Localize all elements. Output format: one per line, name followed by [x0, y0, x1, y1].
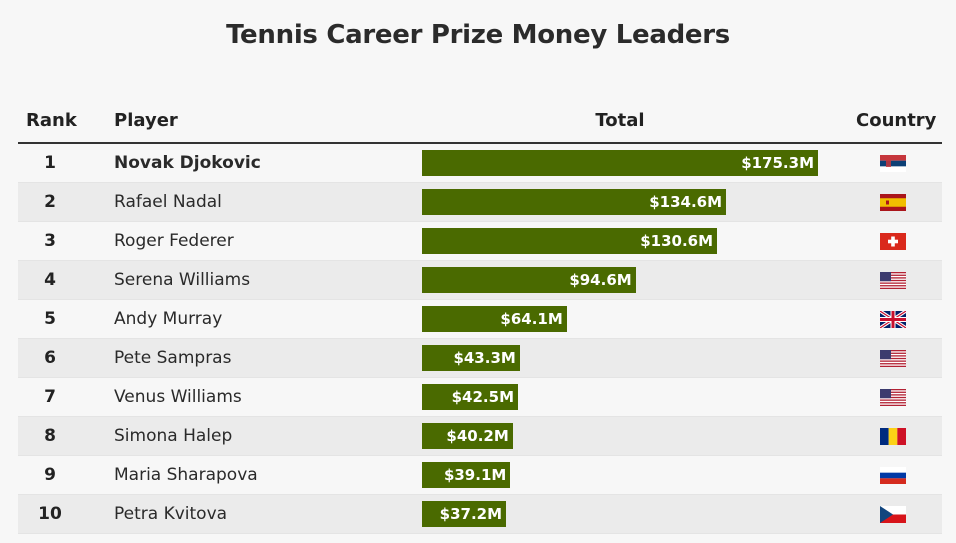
russia-flag	[880, 467, 906, 484]
player-cell: Venus Williams	[114, 387, 242, 407]
table-row: 8 Simona Halep $40.2M	[18, 417, 942, 456]
bar-track: $40.2M	[422, 423, 818, 449]
header-total: Total	[595, 110, 645, 131]
serbia-flag	[880, 155, 906, 172]
bar-value-label: $64.1M	[500, 310, 563, 328]
header-player: Player	[114, 110, 178, 131]
bar-track: $43.3M	[422, 345, 818, 371]
rank-cell: 3	[44, 231, 56, 251]
prize-money-bar: $130.6M	[422, 228, 718, 254]
player-cell: Novak Djokovic	[114, 153, 261, 173]
prize-money-bar: $175.3M	[422, 150, 818, 176]
bar-track: $134.6M	[422, 189, 818, 215]
switzerland-flag	[880, 233, 906, 250]
player-cell: Rafael Nadal	[114, 192, 222, 212]
uk-flag	[880, 311, 906, 328]
usa-flag	[880, 389, 906, 406]
bar-value-label: $175.3M	[741, 154, 814, 172]
table-row: 4 Serena Williams $94.6M	[18, 261, 942, 300]
bar-value-label: $43.3M	[453, 349, 516, 367]
prize-money-bar: $40.2M	[422, 423, 513, 449]
bar-value-label: $94.6M	[569, 271, 632, 289]
romania-flag	[880, 428, 906, 445]
player-cell: Simona Halep	[114, 426, 233, 446]
table-row: 2 Rafael Nadal $134.6M	[18, 183, 942, 222]
prize-money-bar: $42.5M	[422, 384, 518, 410]
rank-cell: 5	[44, 309, 56, 329]
player-cell: Andy Murray	[114, 309, 223, 329]
rank-cell: 10	[38, 504, 62, 524]
czech-flag	[880, 506, 906, 523]
usa-flag	[880, 350, 906, 367]
rank-cell: 7	[44, 387, 56, 407]
table-row: 7 Venus Williams $42.5M	[18, 378, 942, 417]
table-row: 1 Novak Djokovic $175.3M	[18, 144, 942, 183]
bar-track: $130.6M	[422, 228, 818, 254]
rank-cell: 1	[44, 153, 56, 173]
bar-value-label: $42.5M	[451, 388, 514, 406]
prize-money-table: Rank Player Total Country 1 Novak Djokovi…	[18, 104, 942, 534]
player-cell: Pete Sampras	[114, 348, 232, 368]
table-row: 9 Maria Sharapova $39.1M	[18, 456, 942, 495]
prize-money-bar: $37.2M	[422, 501, 507, 527]
table-row: 10 Petra Kvitova $37.2M	[18, 495, 942, 534]
table-body: 1 Novak Djokovic $175.3M 2 Rafael Nadal $134.…	[18, 144, 942, 534]
prize-money-bar: $64.1M	[422, 306, 567, 332]
chart-title: Tennis Career Prize Money Leaders	[226, 20, 730, 50]
player-cell: Maria Sharapova	[114, 465, 258, 485]
rank-cell: 6	[44, 348, 56, 368]
table-row: 6 Pete Sampras $43.3M	[18, 339, 942, 378]
bar-track: $42.5M	[422, 384, 818, 410]
usa-flag	[880, 272, 906, 289]
prize-money-bar: $43.3M	[422, 345, 520, 371]
bar-value-label: $37.2M	[439, 505, 503, 523]
table-row: 3 Roger Federer $130.6M	[18, 222, 942, 261]
rank-cell: 2	[44, 192, 56, 212]
bar-track: $37.2M	[422, 501, 818, 527]
player-cell: Petra Kvitova	[114, 504, 228, 524]
bar-track: $64.1M	[422, 306, 818, 332]
header-rank: Rank	[26, 110, 77, 131]
table-header: Rank Player Total Country	[18, 104, 942, 144]
prize-money-bar: $134.6M	[422, 189, 727, 215]
bar-value-label: $134.6M	[649, 193, 723, 211]
bar-value-label: $130.6M	[640, 232, 714, 250]
prize-money-bar: $39.1M	[422, 462, 511, 488]
rank-cell: 4	[44, 270, 56, 290]
player-cell: Serena Williams	[114, 270, 251, 290]
bar-track: $94.6M	[422, 267, 818, 293]
player-cell: Roger Federer	[114, 231, 234, 251]
bar-track: $39.1M	[422, 462, 818, 488]
spain-flag	[880, 194, 906, 211]
rank-cell: 9	[44, 465, 56, 485]
table-row: 5 Andy Murray $64.1M	[18, 300, 942, 339]
header-country: Country	[856, 110, 937, 131]
bar-track: $175.3M	[422, 150, 818, 176]
prize-money-bar: $94.6M	[422, 267, 636, 293]
bar-value-label: $39.1M	[443, 466, 507, 484]
bar-value-label: $40.2M	[446, 427, 509, 445]
rank-cell: 8	[44, 426, 56, 446]
